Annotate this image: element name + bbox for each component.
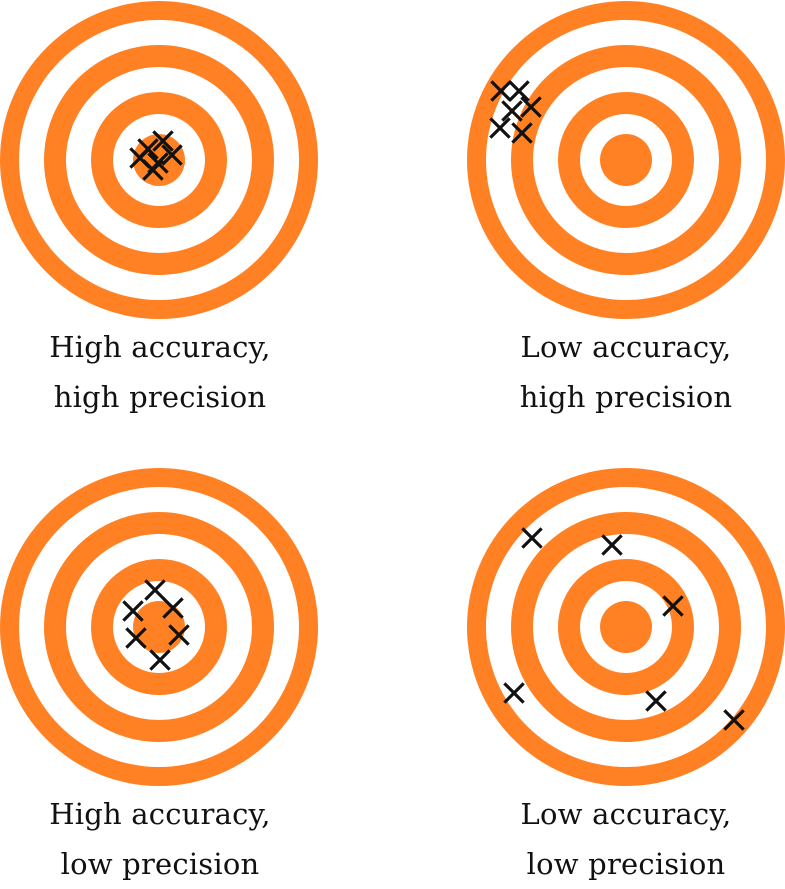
caption-line-2: high precision [519, 380, 733, 414]
x-mark-icon [149, 649, 171, 671]
x-mark-icon [508, 80, 530, 102]
x-mark-icon [122, 600, 144, 622]
caption-line-1: Low accuracy, [520, 330, 732, 364]
x-mark-icon [645, 690, 667, 712]
x-mark-icon [503, 682, 525, 704]
x-mark-icon [152, 130, 174, 152]
target-icon [0, 468, 318, 786]
caption-line-1: High accuracy, [49, 797, 271, 831]
x-mark-icon [511, 122, 533, 144]
x-mark-icon [489, 117, 511, 139]
x-mark-icon [161, 144, 183, 166]
target-icon [0, 1, 318, 319]
caption-line-2: high precision [53, 380, 267, 414]
x-mark-icon [147, 152, 169, 174]
caption: Low accuracy, high precision [466, 322, 785, 422]
x-mark-icon [521, 527, 543, 549]
x-mark-icon [520, 96, 542, 118]
x-mark-icon [162, 597, 184, 619]
x-mark-icon [125, 627, 147, 649]
caption: High accuracy, low precision [0, 789, 320, 889]
x-mark-icon [601, 534, 623, 556]
x-mark-icon [723, 709, 745, 731]
caption: Low accuracy, low precision [466, 789, 785, 889]
caption-line-2: low precision [526, 847, 726, 881]
bullseye [133, 601, 185, 653]
x-mark-icon [662, 595, 684, 617]
x-mark-icon [168, 624, 190, 646]
x-mark-icon [490, 80, 512, 102]
panel-high-accuracy-low-precision: High accuracy, low precision [0, 467, 320, 887]
caption-line-1: High accuracy, [49, 330, 271, 364]
panel-high-accuracy-high-precision: High accuracy, high precision [0, 0, 320, 420]
x-mark-icon [144, 579, 166, 601]
bullseye [600, 134, 652, 186]
caption-line-2: low precision [60, 847, 260, 881]
bullseye [600, 601, 652, 653]
caption: High accuracy, high precision [0, 322, 320, 422]
target-icon [467, 1, 785, 319]
x-mark-icon [501, 100, 523, 122]
caption-line-1: Low accuracy, [520, 797, 732, 831]
target-icon [467, 468, 785, 786]
panel-low-accuracy-low-precision: Low accuracy, low precision [466, 467, 785, 887]
panel-low-accuracy-high-precision: Low accuracy, high precision [466, 0, 785, 420]
